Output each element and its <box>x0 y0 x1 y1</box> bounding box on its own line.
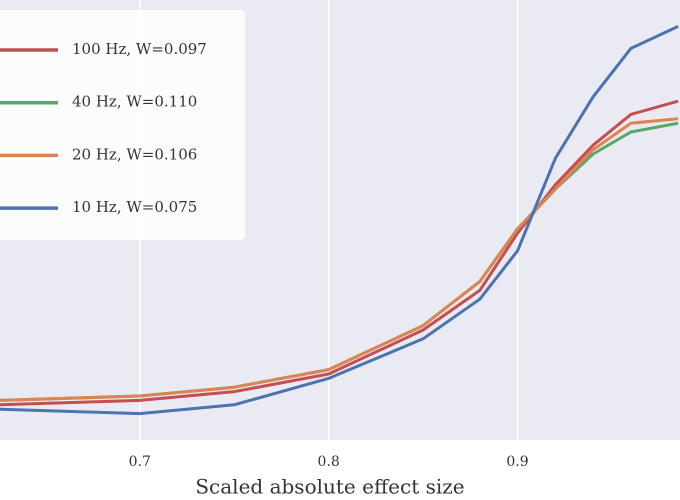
series-line <box>0 117 679 402</box>
series-line <box>0 25 679 416</box>
x-tick-label: 0.8 <box>318 454 340 470</box>
legend-box <box>0 10 245 240</box>
x-tick-label: 0.7 <box>129 454 151 470</box>
legend: 100 Hz, W=0.097 40 Hz, W=0.110 20 Hz, W=0.… <box>0 10 245 240</box>
legend-label: 20 Hz, W=0.106 <box>72 145 197 163</box>
legend-label: 10 Hz, W=0.075 <box>72 198 197 216</box>
legend-label: 100 Hz, W=0.097 <box>72 40 207 58</box>
x-axis-label: Scaled absolute effect size <box>195 475 464 499</box>
series-line <box>0 99 679 407</box>
x-tick-label: 0.9 <box>506 454 528 470</box>
legend-label: 40 Hz, W=0.110 <box>72 93 197 111</box>
